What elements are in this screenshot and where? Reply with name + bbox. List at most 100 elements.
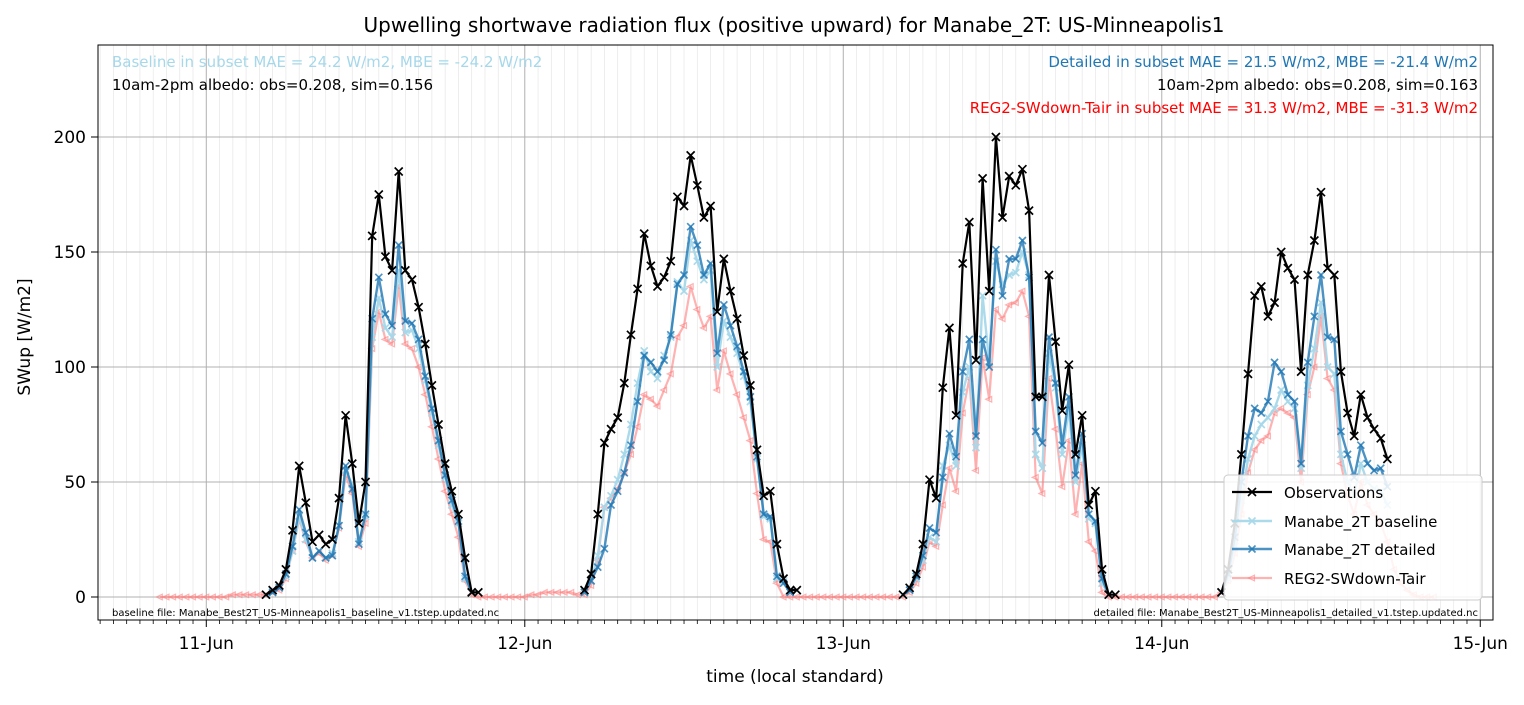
data-point (978, 335, 987, 344)
x-tick-label: 13-Jun (816, 634, 871, 654)
data-point (998, 291, 1007, 300)
data-point (693, 240, 702, 250)
data-point (725, 370, 734, 378)
data-point (759, 491, 769, 501)
data-point (1050, 425, 1059, 433)
data-point (1070, 510, 1079, 518)
data-point (1249, 446, 1258, 454)
data-point (898, 590, 908, 600)
data-point (991, 245, 1000, 254)
x-tick-label: 11-Jun (179, 634, 234, 654)
chart-title: Upwelling shortwave radiation flux (posi… (364, 13, 1225, 37)
data-point (699, 212, 709, 223)
data-point (938, 473, 947, 482)
data-point (632, 284, 643, 294)
series-line (265, 243, 473, 596)
data-point (745, 380, 755, 391)
series-line (1220, 273, 1389, 593)
data-point (679, 286, 689, 296)
legend-marker (1247, 574, 1256, 582)
data-point (659, 272, 669, 282)
data-point (1051, 378, 1060, 388)
baseline-file-annotation: baseline file: Manabe_Best2T_US-Minneapo… (112, 608, 499, 619)
data-point (932, 537, 941, 546)
data-point (932, 528, 941, 537)
data-point (360, 477, 371, 487)
data-point (381, 323, 390, 333)
data-point (659, 386, 668, 394)
data-point (314, 530, 324, 540)
data-point (1336, 366, 1346, 377)
data-point (1309, 235, 1319, 246)
data-point (666, 330, 675, 339)
data-point (1256, 436, 1265, 445)
data-point (1064, 360, 1074, 370)
x-tick-label: 14-Jun (1134, 634, 1189, 654)
data-point (334, 493, 344, 503)
data-point (626, 441, 636, 450)
data-point (925, 523, 934, 533)
data-point (1369, 466, 1379, 475)
data-point (1070, 449, 1081, 460)
data-point (686, 150, 696, 161)
data-point (295, 505, 304, 514)
data-point (1031, 392, 1041, 402)
data-point (1110, 590, 1120, 600)
data-point (991, 132, 1001, 142)
data-point (646, 367, 655, 376)
data-point (997, 314, 1006, 323)
data-point (978, 291, 987, 300)
data-point (275, 583, 284, 592)
data-point (938, 383, 948, 393)
data-point (354, 539, 364, 549)
legend-label-observations: Observations (1284, 484, 1383, 502)
data-point (712, 386, 721, 394)
data-point (626, 330, 636, 340)
data-point (1011, 254, 1020, 264)
data-point (401, 316, 410, 326)
data-point (407, 319, 417, 328)
data-point (427, 404, 436, 413)
data-point (660, 355, 669, 365)
data-point (361, 510, 370, 519)
data-point (645, 395, 654, 403)
data-point (1323, 332, 1332, 342)
data-point (1257, 420, 1266, 429)
data-point (420, 339, 430, 349)
data-point (533, 590, 542, 599)
data-point (733, 342, 742, 351)
data-point (1071, 477, 1080, 487)
data-point (918, 539, 928, 549)
data-point (593, 562, 602, 572)
data-point (951, 452, 961, 461)
data-point (1376, 464, 1385, 473)
data-point (685, 282, 694, 291)
data-point (1276, 404, 1285, 413)
x-tick-label: 12-Jun (497, 634, 552, 654)
data-point (1010, 298, 1019, 307)
detailed-albedo-annotation: 10am-2pm albedo: obs=0.208, sim=0.163 (1157, 76, 1478, 94)
data-point (433, 419, 444, 430)
data-point (1037, 392, 1047, 402)
data-point (334, 521, 344, 530)
detailed-stats-annotation: Detailed in subset MAE = 21.5 W/m2, MBE … (1048, 53, 1478, 71)
legend-marker (1247, 487, 1257, 497)
data-point (1083, 538, 1092, 546)
data-point (917, 563, 926, 571)
data-point (380, 251, 391, 262)
data-point (287, 525, 298, 535)
data-point (1297, 459, 1306, 468)
data-point (1236, 449, 1246, 460)
data-point (1018, 236, 1027, 245)
data-point (519, 593, 528, 601)
data-point (1250, 404, 1259, 413)
data-point (792, 585, 802, 595)
data-point (1044, 270, 1054, 280)
data-point (732, 390, 741, 399)
data-point (440, 458, 450, 469)
data-point (1290, 397, 1299, 406)
data-point (653, 374, 662, 383)
data-point (407, 274, 417, 285)
data-point (1084, 500, 1094, 510)
data-point (1329, 270, 1339, 280)
